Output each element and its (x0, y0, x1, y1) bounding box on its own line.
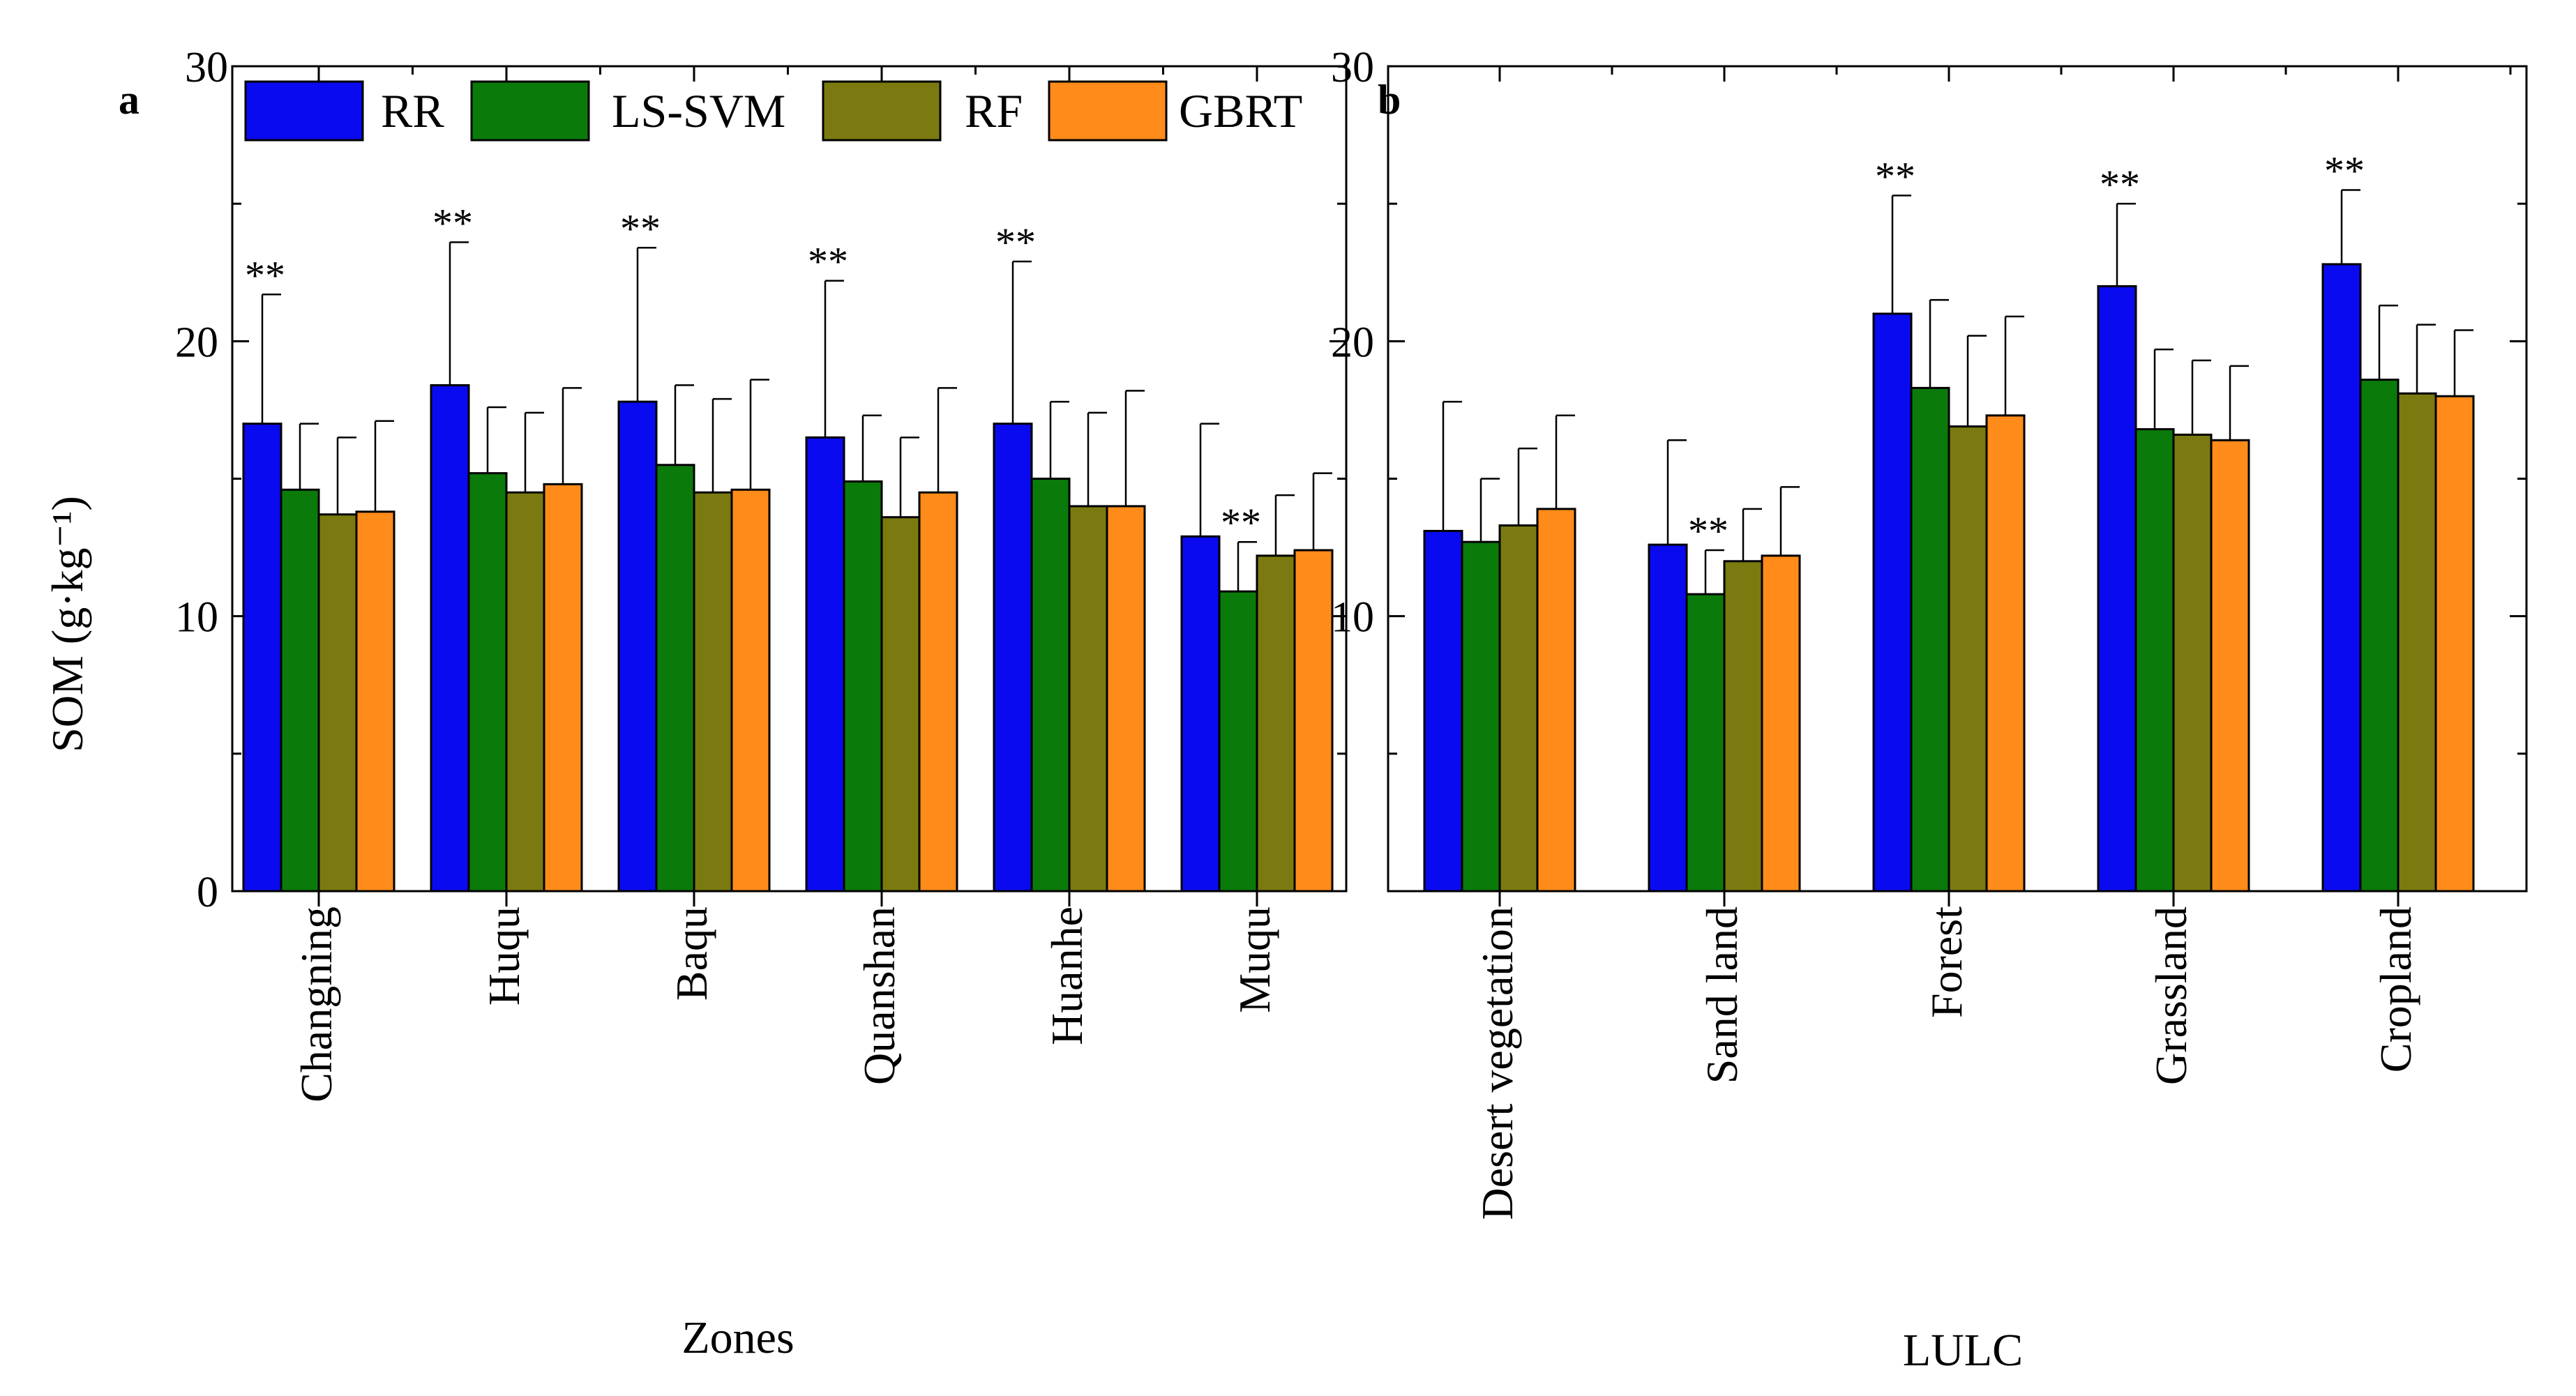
y-tick-label: 30 (185, 44, 228, 91)
x-category-label: Baqu (667, 906, 716, 1001)
y-tick-label: 20 (1331, 319, 1374, 366)
bar (1030, 478, 1071, 893)
bar (1068, 505, 1108, 893)
legend-swatch-ls-svm (470, 80, 590, 142)
legend-swatch-rf (822, 80, 942, 142)
plot-frame (231, 65, 1348, 893)
x-category-label: Sand land (1697, 906, 1747, 1084)
x-axis-label: Zones (681, 1312, 794, 1363)
x-axis-label: LULC (1903, 1325, 2023, 1376)
y-tick-label: 10 (1331, 594, 1374, 642)
bar (2097, 284, 2137, 893)
bar (1218, 590, 1258, 893)
x-category-label: Desert vegetation (1472, 906, 1522, 1220)
x-category-label: Grassland (2146, 906, 2196, 1085)
significance-marker: ** (2324, 148, 2365, 193)
legend-label: GBRT (1179, 84, 1302, 137)
y-axis-label: SOM (g·kg⁻¹) (43, 496, 92, 752)
bar (280, 488, 320, 893)
bar (355, 510, 396, 893)
bar (693, 491, 733, 893)
x-category-label: Quanshan (854, 906, 904, 1085)
panel-a-chart: 0 10 20 30 ** Changning ** Huqu ** Baqu ** Quanshan… (119, 44, 1348, 1363)
significance-marker: ** (1221, 500, 1261, 545)
bar (843, 480, 883, 893)
x-category-label: Huanhe (1042, 906, 1092, 1045)
panel-b-chart: 10 20 30 Desert vegetation ** Sand land ** Fore… (1331, 44, 2528, 1376)
legend-label: RR (381, 84, 444, 137)
bar (1180, 535, 1221, 893)
x-category-label: Changning (292, 906, 341, 1102)
significance-marker: ** (995, 220, 1036, 265)
significance-marker: ** (432, 200, 473, 245)
bar (2359, 379, 2400, 893)
bar (655, 464, 695, 893)
significance-marker: ** (620, 206, 661, 251)
bar (805, 436, 845, 893)
bar (993, 423, 1033, 893)
bar (730, 488, 771, 893)
bar (543, 483, 583, 893)
bar (242, 423, 283, 893)
bar (1872, 312, 1913, 893)
significance-marker: ** (2100, 162, 2140, 207)
bar (1985, 414, 2026, 893)
panel-label: a (119, 77, 140, 123)
x-category-label: Cropland (2371, 906, 2420, 1072)
bar (1461, 540, 1501, 893)
significance-marker: ** (245, 252, 285, 298)
legend-label: LS-SVM (612, 84, 785, 137)
bar (1256, 554, 1296, 893)
bar (1685, 593, 1726, 893)
bar (1948, 425, 1988, 893)
significance-marker: ** (808, 239, 848, 284)
panel-label: b (1378, 77, 1401, 123)
bar (430, 384, 470, 893)
bar (617, 400, 658, 893)
x-category-label: Muqu (1230, 906, 1279, 1013)
bar (317, 513, 358, 893)
bar (1536, 508, 1576, 893)
bar (2172, 433, 2213, 893)
y-tick-label: 0 (197, 869, 218, 916)
bar (1293, 549, 1334, 893)
y-tick-label: 10 (175, 594, 218, 642)
legend-swatch-rr (244, 80, 364, 142)
bar (2321, 263, 2362, 893)
bar (1910, 386, 1950, 893)
y-tick-label: 20 (175, 319, 218, 366)
bar (880, 516, 921, 893)
bar (1761, 554, 1801, 893)
significance-marker: ** (1688, 508, 1728, 554)
bar (1423, 529, 1463, 893)
bar (1106, 505, 1146, 893)
y-tick-label: 30 (1331, 44, 1374, 91)
legend: RR LS-SVM RF GBRT (244, 80, 1302, 142)
bar (1498, 524, 1539, 893)
legend-swatch-gbrt (1048, 80, 1168, 142)
x-category-label: Huqu (479, 906, 529, 1006)
bar (918, 491, 958, 893)
bar (1648, 543, 1688, 893)
bar (505, 491, 545, 893)
bar (1723, 560, 1763, 893)
bar (2397, 392, 2437, 893)
bar (2210, 439, 2250, 893)
x-category-label: Forest (1922, 906, 1971, 1018)
significance-marker: ** (1875, 153, 1915, 199)
bar (467, 472, 508, 893)
bar (2134, 428, 2175, 893)
bar (2434, 395, 2475, 893)
legend-label: RF (965, 84, 1023, 137)
